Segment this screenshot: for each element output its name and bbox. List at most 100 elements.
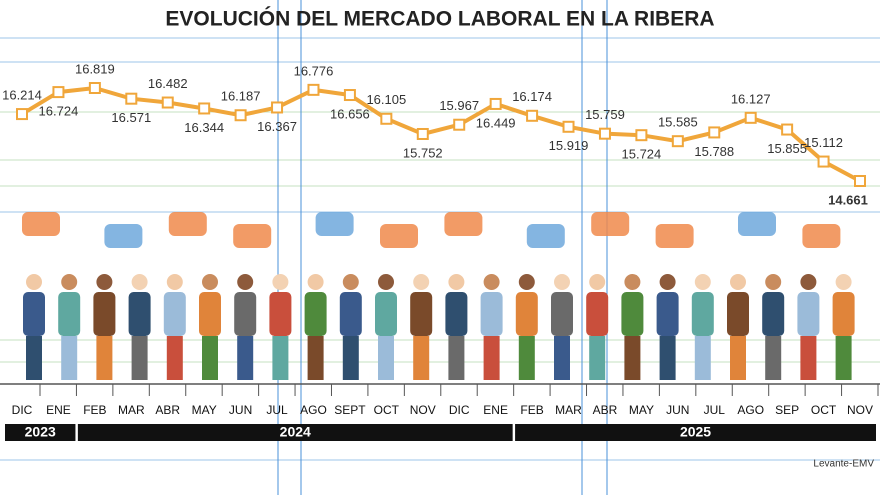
data-point [234, 109, 247, 122]
year-band [5, 424, 76, 441]
data-point [161, 96, 174, 109]
person-head [26, 274, 42, 290]
source: Levante-EMV [813, 459, 874, 470]
year-label: 2025 [680, 424, 711, 440]
person-head [589, 274, 606, 290]
person-legs [835, 336, 852, 380]
person-body [234, 292, 257, 336]
person-body [762, 292, 785, 336]
person-head [96, 274, 113, 290]
x-tick-label: MAY [629, 403, 654, 417]
data-point [343, 89, 356, 102]
person-head [659, 274, 676, 290]
year-label: 2024 [280, 424, 311, 440]
person-body [269, 292, 292, 336]
person-legs [342, 336, 359, 380]
person-legs [26, 336, 42, 380]
x-tick-label: MAR [118, 403, 145, 417]
person-body [832, 292, 855, 336]
value-label: 16.214 [2, 88, 42, 103]
data-point [198, 102, 211, 115]
value-label: 15.967 [439, 98, 479, 113]
person-legs [272, 336, 289, 380]
person-body [797, 292, 820, 336]
speech-bubble [444, 212, 483, 236]
person-legs [483, 336, 500, 380]
person-body [163, 292, 186, 336]
person-body [93, 292, 116, 336]
data-point [598, 127, 611, 140]
value-label: 15.788 [694, 144, 734, 159]
x-tick-label: DIC [449, 403, 470, 417]
speech-bubble [104, 224, 143, 248]
person-body [515, 292, 538, 336]
x-tick-label: ABR [155, 403, 180, 417]
x-tick-label: JUN [666, 403, 689, 417]
person-head [448, 274, 465, 290]
x-tick-label: ABR [593, 403, 618, 417]
speech-bubble [380, 224, 418, 248]
year-band [77, 424, 513, 441]
person-legs [131, 336, 148, 380]
person-head [554, 274, 570, 290]
value-label: 16.105 [366, 92, 406, 107]
x-tick-label: MAY [192, 403, 217, 417]
data-point [526, 109, 539, 122]
value-label: 16.187 [221, 89, 261, 104]
value-label: 15.752 [403, 145, 443, 160]
person-body [445, 292, 468, 336]
value-label: 16.344 [184, 120, 224, 135]
person-body [23, 292, 45, 336]
person-head [518, 274, 535, 290]
person-body [304, 292, 327, 336]
value-label: 15.112 [804, 135, 843, 150]
data-point [489, 97, 502, 110]
data-point [380, 112, 393, 125]
x-tick-label: JUL [704, 403, 726, 417]
person-legs [694, 336, 711, 380]
speech-bubble [315, 212, 354, 236]
person-body [656, 292, 679, 336]
speech-bubble [591, 212, 630, 236]
person-legs [96, 336, 113, 380]
data-point [671, 135, 684, 148]
person-legs [61, 336, 78, 380]
x-tick-label: AGO [737, 403, 764, 417]
x-tick-label: SEPT [334, 403, 366, 417]
x-tick-label: DIC [12, 403, 33, 417]
person-body [480, 292, 503, 336]
speech-bubble [168, 212, 207, 236]
person-body [375, 292, 397, 336]
data-point [307, 83, 320, 96]
person-body [621, 292, 644, 336]
person-head [202, 274, 218, 290]
person-legs [554, 336, 570, 380]
chart-title: EVOLUCIÓN DEL MERCADO LABORAL EN LA RIBE… [165, 7, 714, 31]
x-tick-label: OCT [811, 403, 837, 417]
x-tick-label: NOV [410, 403, 436, 417]
value-label: 15.855 [767, 141, 807, 156]
person-head [730, 274, 746, 290]
x-tick-label: ENE [483, 403, 508, 417]
data-point [744, 111, 757, 124]
value-label: 15.585 [658, 115, 698, 130]
data-point [416, 127, 429, 140]
year-band [515, 424, 876, 441]
year-label: 2023 [25, 424, 56, 440]
illustration [22, 212, 855, 380]
person-body [551, 292, 573, 336]
person-legs [659, 336, 676, 380]
value-label: 16.367 [257, 119, 297, 134]
person-head [800, 274, 817, 290]
person-legs [589, 336, 606, 380]
person-head [342, 274, 359, 290]
x-tick-label: JUL [266, 403, 288, 417]
value-label: 14.661 [828, 192, 868, 207]
value-label: 15.759 [585, 107, 625, 122]
person-body [199, 292, 221, 336]
value-label: 16.819 [75, 61, 115, 76]
x-tick-label: SEP [775, 403, 799, 417]
data-point [635, 129, 648, 142]
speech-bubble [738, 212, 776, 236]
